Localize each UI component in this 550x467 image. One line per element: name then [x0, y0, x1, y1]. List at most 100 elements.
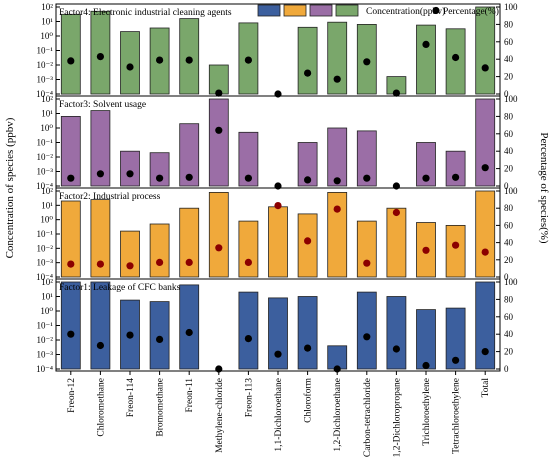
left-tick-label: 10¹ — [41, 200, 53, 210]
percentage-dot-3 — [126, 262, 134, 270]
left-tick-label: 10⁻² — [37, 335, 54, 345]
left-tick-label: 10⁰ — [40, 306, 53, 316]
left-tick-label: 10⁰ — [40, 123, 53, 133]
bar-3 — [120, 230, 140, 278]
bar-7 — [238, 131, 259, 187]
left-tick-label: 10² — [41, 186, 53, 196]
bar-4 — [149, 301, 170, 370]
bar-3 — [120, 150, 140, 187]
right-tick-label: 100 — [504, 277, 518, 287]
percentage-dot-2 — [96, 53, 104, 61]
right-tick-label: 40 — [504, 329, 514, 339]
bar-15 — [475, 281, 496, 370]
percentage-dot-4 — [156, 335, 164, 343]
bar-10 — [327, 191, 348, 278]
legend-percentage-label: Percentage(%) — [443, 6, 499, 17]
percentage-dot-7 — [244, 258, 252, 266]
percentage-dot-6 — [215, 244, 223, 252]
percentage-dot-1 — [67, 57, 75, 65]
bar-5 — [179, 123, 200, 187]
percentage-dot-2 — [96, 260, 104, 268]
left-tick-label: 10⁻² — [37, 60, 54, 70]
bar-8 — [268, 206, 288, 278]
bar-7 — [238, 220, 259, 278]
percentage-dot-8 — [274, 202, 282, 210]
x-category-label: Tetrachloroethylene — [452, 378, 462, 454]
bar-3 — [120, 31, 140, 95]
percentage-dot-15 — [481, 164, 489, 172]
bar-12 — [386, 207, 407, 278]
bar-9 — [297, 26, 318, 95]
bar-11 — [356, 291, 377, 370]
x-category-label: Methylene-chloride — [215, 378, 225, 453]
bar-10 — [327, 21, 348, 95]
x-category-label: Freon-11 — [185, 378, 195, 413]
bar-1 — [60, 116, 81, 187]
bar-14 — [445, 28, 466, 95]
bar-9 — [297, 142, 318, 187]
percentage-dot-9 — [304, 69, 312, 77]
bar-2 — [90, 199, 111, 278]
right-tick-label: 100 — [504, 2, 518, 12]
x-category-label: 1,1-Dichloroethane — [274, 378, 284, 452]
legend-swatch — [283, 4, 307, 17]
percentage-dot-5 — [185, 328, 193, 337]
percentage-dot-12 — [392, 89, 400, 97]
bar-9 — [297, 213, 318, 278]
percentage-dot-7 — [244, 56, 252, 64]
left-tick-label: 10⁻¹ — [37, 138, 54, 148]
percentage-dot-6 — [215, 89, 223, 97]
bar-2 — [90, 281, 111, 370]
right-tick-label: 80 — [504, 111, 514, 121]
percentage-dot-15 — [481, 248, 489, 256]
right-tick-label: 60 — [504, 37, 514, 47]
percentage-dot-2 — [96, 341, 104, 350]
x-category-label: Chloroform — [303, 377, 314, 422]
right-tick-label: 20 — [504, 347, 514, 357]
x-category-label: Chloromethane — [96, 378, 106, 437]
legend-swatch — [257, 4, 281, 17]
right-tick-label: 0 — [504, 181, 509, 191]
percentage-dot-8 — [274, 182, 282, 190]
right-tick-label: 20 — [504, 164, 514, 174]
bar-14 — [445, 150, 466, 187]
bar-8 — [268, 297, 288, 370]
percentage-dot-1 — [67, 260, 75, 268]
percentage-dot-14 — [452, 241, 460, 249]
x-category-label: Carbon-tetrachloride — [363, 378, 373, 457]
percentage-dot-4 — [156, 258, 164, 266]
percentage-dot-11 — [363, 58, 371, 66]
left-tick-label: 10⁻⁴ — [36, 272, 53, 282]
x-category-label: Bromomethane — [156, 378, 166, 437]
bar-15 — [475, 98, 496, 187]
percentage-dot-10 — [333, 365, 341, 373]
left-tick-label: 10⁰ — [40, 31, 53, 41]
x-category-label: Trichloroethylene — [422, 378, 432, 446]
x-category-label: Freon-113 — [244, 378, 254, 417]
bar-9 — [297, 296, 318, 370]
left-tick-label: 10⁻¹ — [37, 321, 54, 331]
bar-6 — [208, 191, 229, 278]
left-tick-label: 10⁻⁴ — [36, 364, 53, 374]
left-tick-label: 10⁻⁴ — [36, 181, 53, 191]
left-tick-label: 10⁻² — [37, 152, 54, 162]
right-tick-label: 80 — [504, 19, 514, 29]
bar-14 — [445, 224, 466, 278]
right-tick-label: 60 — [504, 220, 514, 230]
left-tick-label: 10¹ — [41, 292, 53, 302]
left-tick-label: 10⁻¹ — [37, 229, 54, 239]
bar-4 — [149, 223, 170, 278]
percentage-dot-11 — [363, 259, 371, 267]
percentage-dot-3 — [126, 63, 134, 71]
right-tick-label: 20 — [504, 72, 514, 82]
percentage-dot-7 — [244, 335, 252, 343]
left-axis-title: Concentration of species (ppbv) — [4, 117, 16, 258]
percentage-dot-3 — [126, 331, 134, 339]
bar-11 — [356, 220, 377, 278]
left-tick-label: 10⁻³ — [37, 258, 54, 268]
left-tick-label: 10⁰ — [40, 215, 53, 225]
left-tick-label: 10² — [41, 94, 53, 104]
x-category-label: Freon-12 — [67, 378, 77, 413]
left-tick-label: 10⁻¹ — [37, 46, 54, 56]
bar-10 — [327, 127, 348, 187]
